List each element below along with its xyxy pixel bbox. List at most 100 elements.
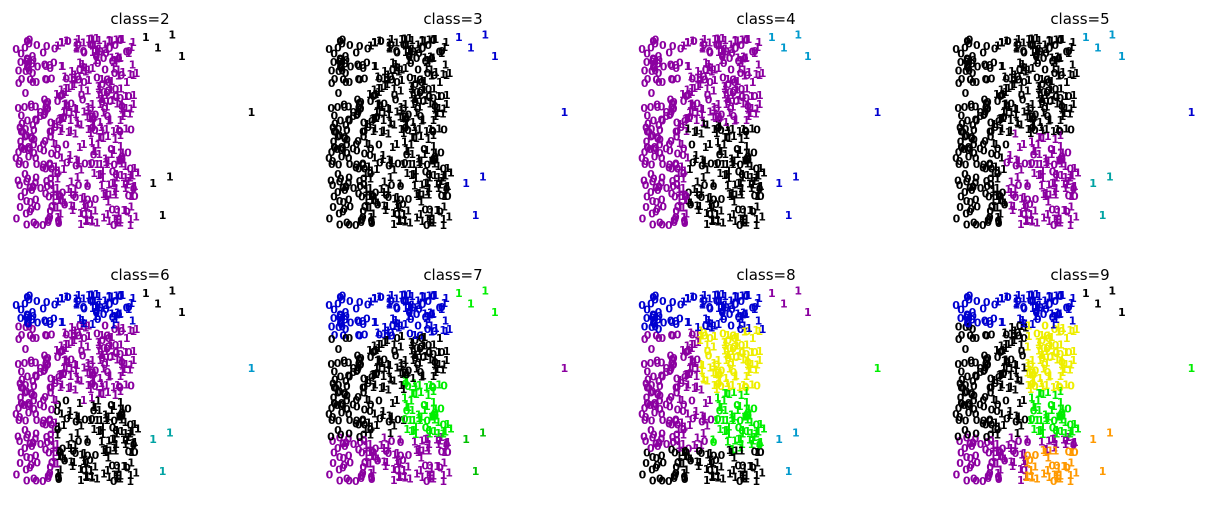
data-point: 1 <box>371 36 379 49</box>
data-point: 1 <box>726 211 734 224</box>
data-point: 0 <box>653 99 661 112</box>
data-point: 1 <box>408 34 416 47</box>
data-point: 0 <box>974 61 982 74</box>
data-point: 0 <box>99 78 107 91</box>
data-point: 1 <box>388 157 396 170</box>
data-point: 0 <box>961 424 969 437</box>
data-point: 1 <box>375 97 383 110</box>
data-point: 0 <box>674 201 682 214</box>
data-point: 1 <box>66 149 74 162</box>
data-point: 0 <box>42 60 50 73</box>
data-point: 1 <box>997 207 1005 220</box>
data-point: 1 <box>1039 125 1047 138</box>
data-point: 0 <box>698 191 706 204</box>
data-point: 1 <box>117 52 125 65</box>
data-point: 1 <box>706 199 714 212</box>
data-point: 1 <box>1058 355 1066 368</box>
data-point: 0 <box>357 472 365 485</box>
data-point: 1 <box>736 185 744 198</box>
data-point: 1 <box>750 175 758 188</box>
data-point: 1 <box>1043 187 1051 200</box>
data-point: 0 <box>674 163 682 176</box>
data-point: 1 <box>707 202 715 215</box>
data-point: 1 <box>430 214 438 227</box>
data-point: 0 <box>353 109 361 122</box>
data-point: 0 <box>23 35 31 48</box>
data-point: 1 <box>401 135 409 148</box>
data-point: 0 <box>29 310 37 323</box>
data-point: 1 <box>83 200 91 213</box>
data-point: 0 <box>80 45 88 58</box>
data-point: 0 <box>328 333 336 346</box>
data-point: 1 <box>440 219 448 232</box>
data-point: 1 <box>394 191 402 204</box>
data-point: 0 <box>648 65 656 78</box>
data-point: 0 <box>688 139 696 152</box>
data-point: 1 <box>418 179 426 192</box>
data-point: 1 <box>396 200 404 213</box>
data-point: 1 <box>398 33 406 46</box>
data-point: 1 <box>405 54 413 67</box>
data-point: 0 <box>46 125 54 138</box>
data-point: 0 <box>669 329 677 342</box>
data-point: 0 <box>668 188 676 201</box>
data-point: 0 <box>59 187 67 200</box>
data-point: 1 <box>432 153 440 166</box>
data-point: 1 <box>110 125 118 138</box>
data-point: 0 <box>643 397 651 410</box>
data-point: 0 <box>51 121 59 134</box>
data-point: 1 <box>740 51 748 64</box>
data-point: 0 <box>352 47 360 60</box>
data-point: 0 <box>666 145 674 158</box>
data-point: 0 <box>743 34 751 47</box>
data-point: 1 <box>408 80 416 93</box>
data-point: 0 <box>753 379 761 392</box>
data-point: 1 <box>123 179 131 192</box>
data-point: 0 <box>643 136 651 149</box>
data-point: 0 <box>125 190 133 203</box>
data-point: 1 <box>1118 306 1126 319</box>
data-point: 1 <box>73 103 81 116</box>
data-point: 1 <box>723 168 731 181</box>
data-point: 0 <box>23 129 31 142</box>
data-point: 1 <box>99 421 107 434</box>
data-point: 0 <box>973 332 981 345</box>
data-point: 1 <box>703 163 711 176</box>
data-point: 1 <box>999 112 1007 125</box>
data-point: 1 <box>719 44 727 57</box>
data-point: 1 <box>743 33 751 46</box>
data-point: 1 <box>739 34 747 47</box>
data-point: 0 <box>666 109 674 122</box>
data-point: 0 <box>991 377 999 390</box>
data-point: 1 <box>416 100 424 113</box>
data-point: 1 <box>112 189 120 202</box>
data-point: 1 <box>491 50 499 63</box>
data-point: 0 <box>41 93 49 106</box>
data-point: 1 <box>76 141 84 154</box>
data-point: 1 <box>718 46 726 59</box>
data-point: 1 <box>1051 469 1059 482</box>
data-point: 1 <box>399 112 407 125</box>
data-point: 1 <box>89 119 97 132</box>
data-point: 0 <box>33 414 41 427</box>
data-point: 0 <box>676 57 684 70</box>
data-point: 0 <box>656 216 664 229</box>
data-point: 0 <box>39 219 47 232</box>
data-point: 1 <box>58 36 66 49</box>
data-point: 0 <box>660 61 668 74</box>
data-point: 1 <box>1000 163 1008 176</box>
data-point: 1 <box>768 31 776 44</box>
data-point: 1 <box>423 125 431 138</box>
data-point: 0 <box>1027 39 1035 52</box>
data-point: 1 <box>1049 433 1057 446</box>
data-point: 0 <box>399 454 407 467</box>
data-point: 1 <box>1052 182 1060 195</box>
data-point: 0 <box>659 332 667 345</box>
data-point: 0 <box>359 59 367 72</box>
data-point: 1 <box>408 131 416 144</box>
data-point: 0 <box>360 178 368 191</box>
data-point: 1 <box>691 101 699 114</box>
data-point: 1 <box>80 199 88 212</box>
data-point: 0 <box>425 91 433 104</box>
data-point: 0 <box>414 63 422 76</box>
